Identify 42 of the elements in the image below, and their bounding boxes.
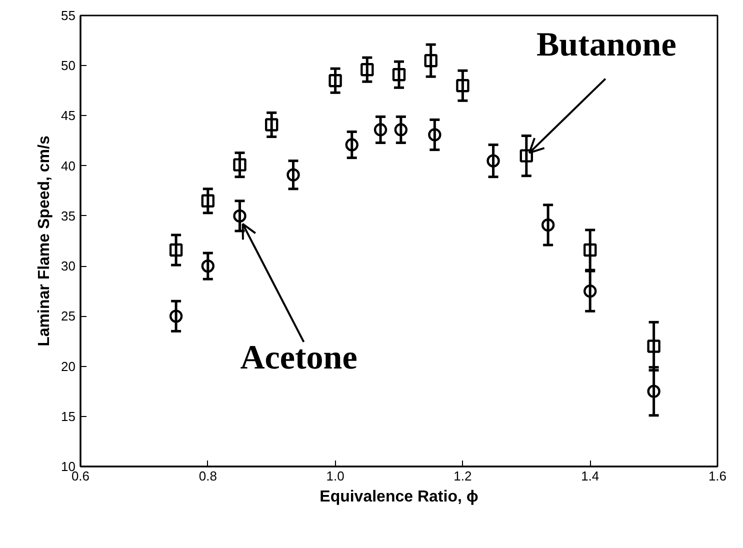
point bbox=[647, 384, 660, 398]
point bbox=[374, 123, 388, 136]
y-tick-label: 55 bbox=[61, 8, 76, 23]
point bbox=[328, 74, 342, 88]
point bbox=[520, 149, 533, 162]
point bbox=[428, 128, 442, 142]
point bbox=[541, 218, 555, 232]
y-tick-label: 15 bbox=[61, 408, 76, 424]
y-tick-label: 50 bbox=[61, 58, 76, 74]
annotation: Acetone bbox=[240, 339, 358, 376]
point bbox=[345, 138, 358, 152]
y-tick-label: 30 bbox=[61, 258, 76, 274]
point bbox=[647, 340, 660, 353]
point bbox=[584, 284, 597, 298]
y-tick-label: 35 bbox=[61, 208, 76, 224]
x-tick-label: 1.2 bbox=[454, 468, 472, 484]
point bbox=[233, 158, 246, 172]
point bbox=[201, 259, 214, 273]
point bbox=[392, 68, 406, 82]
point bbox=[286, 168, 300, 182]
point bbox=[169, 310, 183, 323]
x-tick-label: 0.8 bbox=[198, 468, 217, 484]
x-tick-label: 1.0 bbox=[326, 468, 344, 484]
y-tick-label: 40 bbox=[61, 158, 76, 174]
x-tick-label: 1.6 bbox=[708, 468, 727, 484]
point bbox=[169, 243, 183, 257]
point bbox=[456, 79, 470, 92]
y-axis-title: Laminar Flame Speed, cm/s bbox=[36, 136, 54, 346]
point bbox=[233, 209, 246, 223]
point bbox=[201, 194, 214, 208]
y-tick-label: 45 bbox=[61, 108, 76, 124]
point bbox=[486, 154, 500, 168]
point bbox=[360, 63, 374, 76]
y-tick-label: 25 bbox=[61, 308, 76, 324]
point bbox=[265, 118, 278, 132]
point bbox=[584, 243, 597, 257]
annotation: Butanone bbox=[536, 26, 676, 64]
point bbox=[394, 123, 408, 136]
point bbox=[424, 54, 438, 68]
x-tick-label: 1.4 bbox=[581, 468, 600, 484]
x-axis-title: Equivalence Ratio, ϕ bbox=[320, 488, 478, 506]
y-tick-label: 20 bbox=[61, 358, 76, 374]
